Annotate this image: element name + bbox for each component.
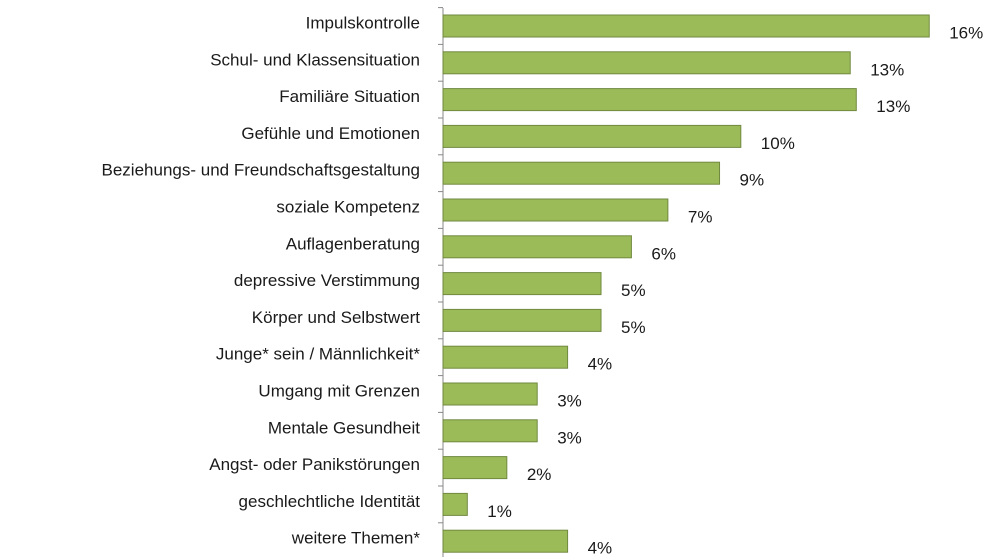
y-tick-label: Angst- oder Panikstörungen (209, 455, 420, 474)
data-label: 3% (557, 428, 582, 447)
y-tick-label: Gefühle und Emotionen (241, 124, 420, 143)
bar (442, 235, 632, 259)
data-label: 3% (557, 391, 582, 410)
y-tick-label: Beziehungs- und Freundschaftsgestaltung (102, 161, 420, 180)
bar (442, 51, 851, 75)
y-tick-label: Auflagenberatung (286, 234, 420, 253)
bar (442, 198, 669, 222)
y-tick-label: Familiäre Situation (279, 87, 420, 106)
y-tick-label: Mentale Gesundheit (268, 418, 420, 437)
y-tick-label: Schul- und Klassensituation (210, 50, 420, 69)
bar (442, 272, 602, 296)
data-label: 13% (870, 60, 904, 79)
y-tick-label: geschlechtliche Identität (239, 492, 421, 511)
bar (442, 419, 538, 443)
data-label: 6% (651, 244, 676, 263)
bar (442, 456, 508, 480)
y-tick-label: soziale Kompetenz (276, 197, 420, 216)
data-label: 4% (588, 539, 613, 557)
y-tick-label: depressive Verstimmung (234, 271, 420, 290)
bar (442, 88, 857, 112)
data-label: 10% (761, 134, 795, 153)
data-label: 2% (527, 465, 552, 484)
bar (442, 382, 538, 406)
data-label: 5% (621, 318, 646, 337)
bar (442, 345, 569, 369)
data-label: 1% (487, 502, 512, 521)
bar (442, 124, 742, 148)
data-label: 5% (621, 281, 646, 300)
bar (442, 529, 569, 553)
y-tick-label: Körper und Selbstwert (252, 308, 420, 327)
bar (442, 492, 468, 516)
bar (442, 308, 602, 332)
data-label: 4% (588, 355, 613, 374)
y-tick-label: Umgang mit Grenzen (258, 381, 420, 400)
data-label: 13% (876, 97, 910, 116)
data-label: 16% (949, 23, 983, 42)
y-tick-label: Junge* sein / Männlichkeit* (216, 345, 421, 364)
data-label: 9% (740, 171, 765, 190)
y-tick-label: Impulskontrolle (306, 13, 420, 32)
y-tick-label: weitere Themen* (291, 529, 421, 548)
bar (442, 14, 930, 38)
bar (442, 161, 721, 185)
data-label: 7% (688, 207, 713, 226)
